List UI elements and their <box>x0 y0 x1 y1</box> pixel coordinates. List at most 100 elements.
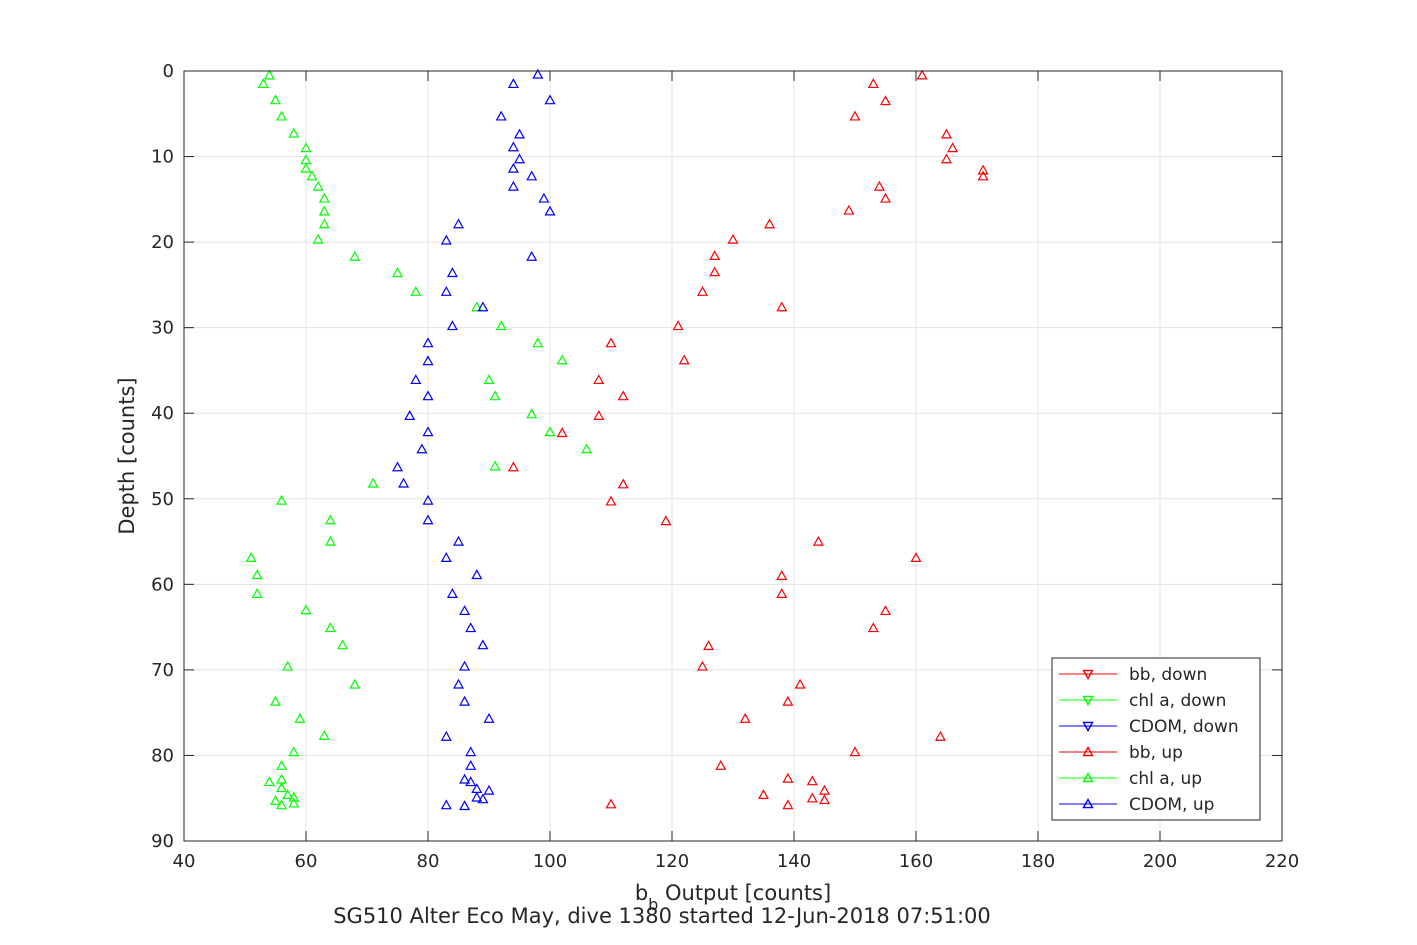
x-tick-label: 220 <box>1265 851 1299 872</box>
data-point <box>617 390 629 401</box>
data-point <box>507 162 519 173</box>
legend-label: CDOM, down <box>1129 717 1239 737</box>
data-point <box>257 78 269 89</box>
data-point <box>440 799 452 810</box>
legend-label: bb, up <box>1129 743 1183 763</box>
data-point <box>489 390 501 401</box>
data-point <box>459 605 471 616</box>
data-point <box>879 192 892 203</box>
data-point <box>849 746 861 757</box>
data-point <box>276 759 288 770</box>
legend-entry: bb, down <box>1059 665 1207 685</box>
data-point <box>324 622 336 633</box>
data-point <box>532 337 544 348</box>
data-point <box>489 460 501 471</box>
x-axis-label-subscript: b <box>648 895 658 914</box>
data-point <box>440 552 452 563</box>
legend-label: bb, down <box>1129 665 1207 685</box>
series-bb-up <box>507 69 989 810</box>
data-point <box>940 128 953 139</box>
data-point <box>709 266 721 277</box>
data-point <box>910 552 922 563</box>
y-tick-label: 30 <box>151 318 174 339</box>
data-point <box>879 605 892 616</box>
data-point <box>776 588 788 598</box>
y-axis-label: Depth [counts] <box>115 377 139 534</box>
data-point <box>526 170 538 181</box>
x-tick-label: 60 <box>295 851 318 872</box>
data-point <box>818 794 831 805</box>
data-point <box>410 374 422 385</box>
data-point <box>349 678 361 689</box>
y-tick-label: 20 <box>151 232 174 253</box>
series-cdom-up <box>391 68 556 811</box>
data-point <box>696 285 709 296</box>
legend-marker <box>1082 746 1094 757</box>
data-point <box>324 514 336 525</box>
data-point <box>483 374 495 385</box>
legend-box <box>1051 657 1261 821</box>
data-point <box>544 94 556 105</box>
y-tick-label: 40 <box>151 403 174 424</box>
data-point <box>940 153 953 164</box>
y-tick-label: 10 <box>151 147 174 168</box>
data-point <box>276 782 288 793</box>
data-point <box>282 660 294 671</box>
data-point <box>465 759 477 770</box>
data-point <box>288 127 300 138</box>
data-point <box>269 795 282 805</box>
legend-marker <box>1082 669 1094 680</box>
plot-frame <box>183 70 1283 842</box>
data-point <box>440 234 452 245</box>
data-point <box>532 68 544 79</box>
data-point <box>276 799 288 810</box>
data-point <box>672 320 684 331</box>
data-point <box>422 390 434 401</box>
data-point <box>709 250 721 260</box>
data-point <box>465 776 477 787</box>
x-tick-label: 200 <box>1143 851 1177 872</box>
data-point <box>483 784 495 795</box>
data-point <box>391 461 404 472</box>
data-point <box>294 712 306 723</box>
x-tick-label: 100 <box>533 851 567 872</box>
y-tick-label: 90 <box>151 831 174 852</box>
y-tick-label: 60 <box>151 574 174 595</box>
legend-entry: chl a, up <box>1059 769 1202 789</box>
x-tick-label: 180 <box>1021 851 1055 872</box>
x-axis-label: bb Output [counts] <box>635 881 831 914</box>
data-point <box>696 660 709 671</box>
data-point <box>422 426 434 437</box>
data-point <box>477 639 489 650</box>
data-point <box>318 218 330 229</box>
legend-entry: bb, up <box>1059 743 1183 763</box>
data-point <box>977 170 989 181</box>
data-point <box>818 784 831 795</box>
legend-marker <box>1082 721 1094 732</box>
data-point <box>806 792 818 803</box>
data-point <box>507 141 519 152</box>
data-point <box>507 461 519 472</box>
x-axis-label-rest: Output [counts] <box>658 881 831 905</box>
data-point <box>794 678 806 689</box>
grid-lines <box>183 70 1283 842</box>
data-point <box>269 695 282 706</box>
data-point <box>452 535 465 546</box>
data-point <box>446 588 458 598</box>
data-point <box>452 678 465 689</box>
data-point <box>526 250 538 261</box>
data-point <box>477 793 489 804</box>
data-point <box>318 730 330 740</box>
data-point <box>806 775 818 786</box>
data-point <box>776 570 788 580</box>
data-point <box>757 789 770 800</box>
data-point <box>678 354 690 365</box>
data-point <box>263 776 275 787</box>
data-point <box>459 695 471 706</box>
y-tick-label: 50 <box>151 489 174 510</box>
data-markers <box>245 68 989 811</box>
legend-entry: CDOM, up <box>1059 795 1214 815</box>
data-point <box>727 233 739 244</box>
data-point <box>300 604 312 615</box>
